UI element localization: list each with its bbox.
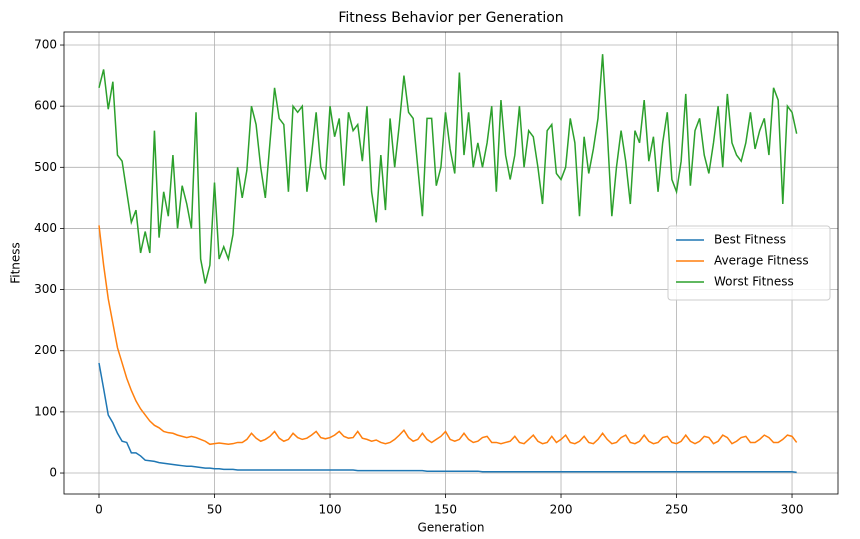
x-tick-label: 250 bbox=[665, 503, 688, 517]
y-tick-label: 700 bbox=[34, 38, 57, 52]
y-tick-label: 600 bbox=[34, 99, 57, 113]
x-tick-label: 0 bbox=[95, 503, 103, 517]
y-tick-label: 400 bbox=[34, 221, 57, 235]
legend-box bbox=[667, 225, 831, 301]
y-tick-label: 500 bbox=[34, 160, 57, 174]
legend-label: Worst Fitness bbox=[714, 275, 794, 289]
plot-frame bbox=[63, 31, 839, 495]
chart-title: Fitness Behavior per Generation bbox=[338, 10, 563, 26]
legend-label: Average Fitness bbox=[714, 254, 809, 268]
y-tick-label: 200 bbox=[34, 343, 57, 357]
x-tick-label: 100 bbox=[319, 503, 342, 517]
line-series bbox=[98, 225, 798, 446]
x-axis-label: Generation bbox=[418, 521, 485, 535]
x-tick-label: 50 bbox=[207, 503, 222, 517]
line-series bbox=[98, 362, 797, 474]
y-tick-label: 100 bbox=[34, 404, 57, 418]
y-axis-label: Fitness bbox=[9, 242, 23, 284]
legend-label: Best Fitness bbox=[714, 233, 786, 247]
y-tick-label: 300 bbox=[34, 282, 57, 296]
line-series bbox=[98, 54, 798, 284]
y-tick-label: 0 bbox=[49, 466, 57, 480]
x-tick-label: 300 bbox=[781, 503, 804, 517]
x-tick-label: 200 bbox=[550, 503, 573, 517]
x-tick-label: 150 bbox=[434, 503, 457, 517]
legend: Best Fitness Average Fitness Worst Fitness bbox=[667, 225, 831, 301]
